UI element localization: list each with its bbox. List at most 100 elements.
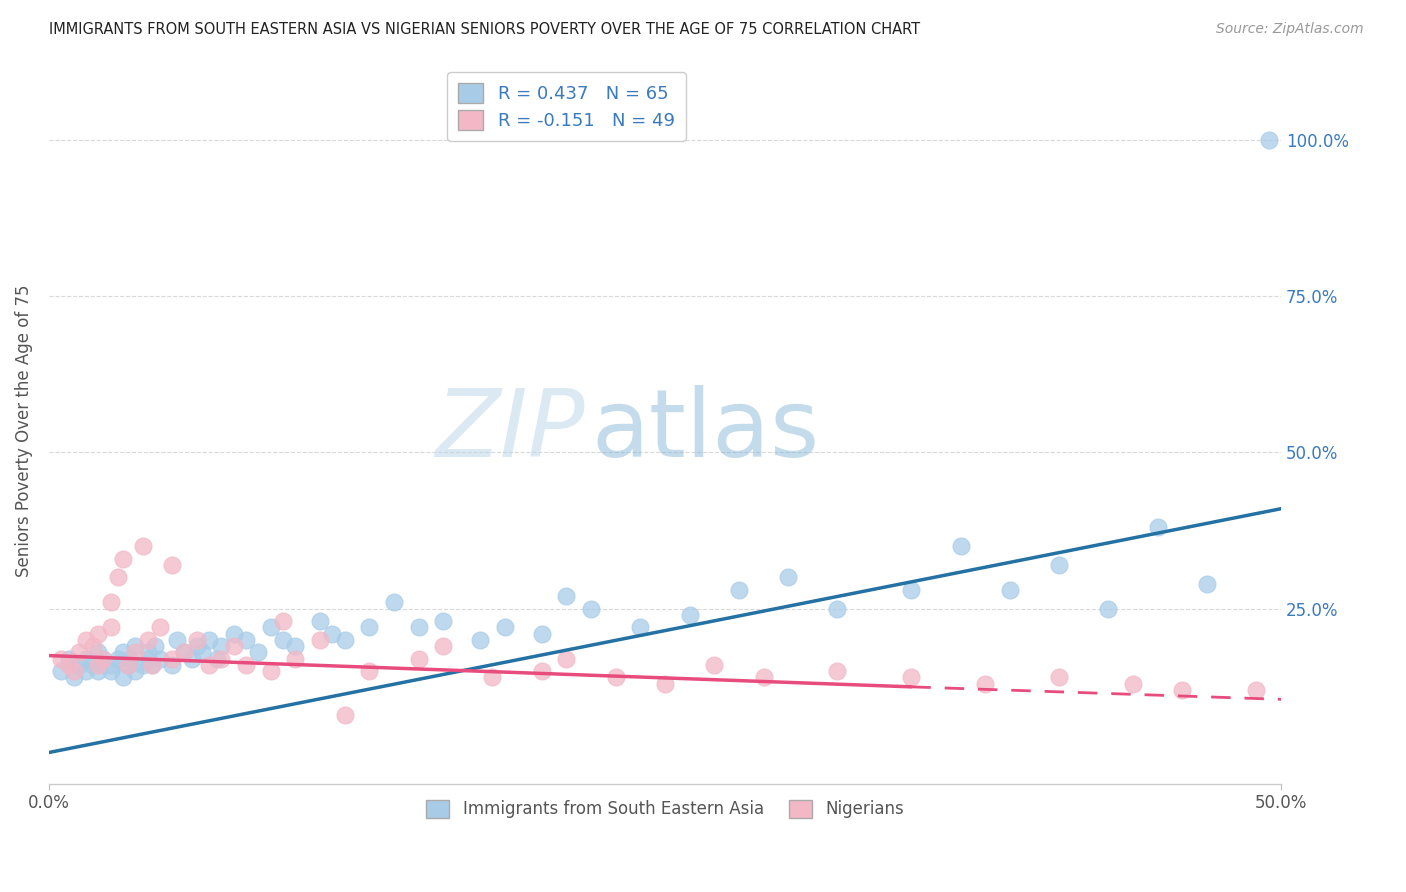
Point [284,651,307,665]
Point [131,657,153,672]
Point [309,632,332,647]
Point [51,651,73,665]
Point [67,657,90,672]
Point [117,657,139,672]
Point [530,664,553,678]
Point [494,620,516,634]
Point [107,570,129,584]
Point [309,614,332,628]
Point [555,589,578,603]
Point [141,657,163,672]
Point [827,664,849,678]
Point [186,639,208,653]
Point [149,651,172,665]
Point [1146,520,1168,534]
Point [136,632,159,647]
Point [530,626,553,640]
Point [51,664,73,678]
Point [100,664,122,678]
Point [124,645,146,659]
Point [58,657,80,672]
Point [703,657,725,672]
Point [271,614,294,628]
Point [211,651,233,665]
Text: atlas: atlas [591,384,820,476]
Point [124,639,146,653]
Point [124,664,146,678]
Point [58,651,80,665]
Text: IMMIGRANTS FROM SOUTH EASTERN ASIA VS NIGERIAN SENIORS POVERTY OVER THE AGE OF 7: IMMIGRANTS FROM SOUTH EASTERN ASIA VS NI… [49,22,921,37]
Point [1195,576,1218,591]
Point [160,558,183,572]
Point [408,620,430,634]
Point [827,601,849,615]
Point [87,657,110,672]
Point [728,582,751,597]
Point [321,626,343,640]
Point [284,639,307,653]
Point [235,632,257,647]
Point [117,657,139,672]
Point [260,620,283,634]
Point [198,657,221,672]
Point [87,664,110,678]
Point [173,645,195,659]
Point [62,664,84,678]
Point [82,657,104,672]
Point [678,607,700,622]
Point [75,664,97,678]
Point [205,651,228,665]
Point [67,645,90,659]
Point [222,639,245,653]
Point [359,620,381,634]
Point [778,570,800,584]
Point [198,632,221,647]
Point [271,632,294,647]
Point [100,657,122,672]
Point [432,614,454,628]
Point [100,620,122,634]
Point [211,639,233,653]
Point [260,664,283,678]
Point [555,651,578,665]
Y-axis label: Seniors Poverty Over the Age of 75: Seniors Poverty Over the Age of 75 [15,285,32,577]
Point [143,639,166,653]
Point [91,651,114,665]
Point [1246,683,1268,698]
Point [1097,601,1119,615]
Point [62,671,84,685]
Point [166,632,188,647]
Point [470,632,492,647]
Point [481,671,503,685]
Point [160,657,183,672]
Point [87,645,110,659]
Point [111,645,134,659]
Text: ZIP: ZIP [436,385,585,476]
Point [998,582,1021,597]
Legend: Immigrants from South Eastern Asia, Nigerians: Immigrants from South Eastern Asia, Nige… [419,793,911,825]
Point [82,639,104,653]
Point [107,651,129,665]
Point [1047,558,1070,572]
Point [235,657,257,672]
Point [75,651,97,665]
Point [111,671,134,685]
Point [359,664,381,678]
Point [579,601,602,615]
Point [900,671,922,685]
Point [247,645,270,659]
Point [752,671,775,685]
Point [333,632,356,647]
Point [900,582,922,597]
Point [1122,677,1144,691]
Point [141,657,163,672]
Point [186,632,208,647]
Point [100,595,122,609]
Point [190,645,212,659]
Point [974,677,997,691]
Point [75,632,97,647]
Point [1257,133,1279,147]
Point [628,620,651,634]
Point [180,651,202,665]
Point [1047,671,1070,685]
